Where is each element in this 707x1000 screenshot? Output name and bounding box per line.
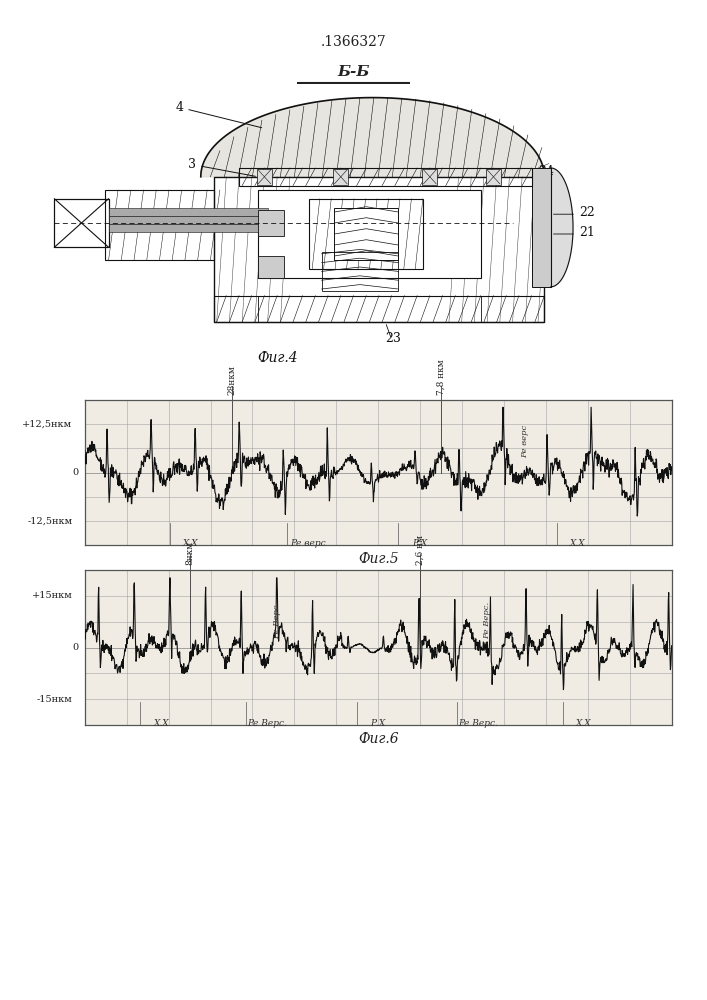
Text: 2,6 нм: 2,6 нм [416,535,425,565]
Bar [54,199,109,247]
Bar [109,216,268,224]
Bar [258,256,284,278]
Text: Ре Верс.: Ре Верс. [247,719,287,728]
Text: 28нкм: 28нкм [227,365,236,395]
Text: Фиг.5: Фиг.5 [358,552,399,566]
Bar [214,296,544,322]
Bar [333,169,349,185]
Text: 24: 24 [538,165,554,178]
Text: Х.Х: Х.Х [182,539,198,548]
Text: 21: 21 [580,226,595,239]
Bar [258,210,284,236]
Text: Ре Верс.: Ре Верс. [458,719,498,728]
Text: Х.Х: Х.Х [570,539,585,548]
Text: Х.Х: Х.Х [575,719,592,728]
Text: 23: 23 [385,332,401,345]
Text: 8нкм: 8нкм [185,541,194,565]
Bar [322,252,398,291]
Text: +12,5нкм: +12,5нкм [22,420,72,429]
Bar [334,208,398,260]
Bar [109,208,268,216]
Text: 4: 4 [175,101,262,128]
Bar [105,190,214,260]
Text: .1366327: .1366327 [321,35,386,49]
Text: Ре Верс.: Ре Верс. [274,602,281,639]
Text: 0: 0 [72,468,78,477]
Text: Ре верс: Ре верс [521,425,529,458]
Text: Б-Б: Б-Б [337,65,370,79]
Bar [257,169,272,185]
Bar [239,168,532,186]
Bar [532,168,551,287]
Bar [109,224,268,232]
Text: 0: 0 [72,643,78,652]
Bar [422,169,438,185]
Polygon shape [551,168,573,287]
Text: Ре Верс.: Ре Верс. [483,602,491,639]
Text: 22: 22 [580,206,595,219]
Bar [309,199,423,269]
Text: Фиг.4: Фиг.4 [257,351,298,365]
Bar [54,199,109,247]
Text: +15нкм: +15нкм [32,591,72,600]
Text: Р.Х: Р.Х [370,719,386,728]
Bar [486,169,501,185]
Polygon shape [201,98,544,177]
Text: -12,5нкм: -12,5нкм [27,516,72,525]
Text: Х.Х: Х.Х [153,719,169,728]
Bar [258,296,481,322]
Text: Ре верс: Ре верс [290,539,326,548]
Text: -15нкм: -15нкм [37,695,72,704]
Text: 3: 3 [188,158,255,176]
Text: Р.Х: Р.Х [411,539,427,548]
Bar [258,190,481,278]
Bar [214,177,544,322]
Text: 7,8 нкм: 7,8 нкм [437,360,445,395]
Text: Фиг.6: Фиг.6 [358,732,399,746]
